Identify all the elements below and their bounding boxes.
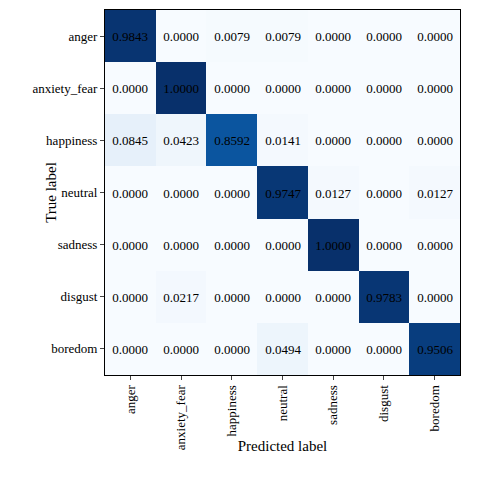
svg-text:0.0217: 0.0217 [163,290,199,305]
svg-text:0.0000: 0.0000 [112,342,148,357]
svg-text:0.0000: 0.0000 [366,342,402,357]
svg-text:0.9506: 0.9506 [417,342,453,357]
svg-text:0.0000: 0.0000 [417,133,453,148]
svg-text:0.0000: 0.0000 [163,29,199,44]
svg-text:0.0000: 0.0000 [366,81,402,96]
svg-text:True label: True label [43,162,59,223]
svg-text:0.0000: 0.0000 [315,290,351,305]
svg-text:0.0000: 0.0000 [214,290,250,305]
svg-text:0.0494: 0.0494 [265,342,301,357]
svg-text:boredom: boredom [427,385,442,431]
svg-text:anger: anger [123,385,138,415]
svg-text:0.0000: 0.0000 [112,81,148,96]
svg-text:boredom: boredom [51,341,97,356]
svg-text:0.0000: 0.0000 [417,81,453,96]
svg-text:Predicted label: Predicted label [238,438,328,454]
svg-text:0.0000: 0.0000 [315,342,351,357]
svg-text:0.0000: 0.0000 [214,81,250,96]
svg-text:0.0127: 0.0127 [315,186,351,201]
svg-text:0.0079: 0.0079 [214,29,250,44]
svg-text:1.0000: 1.0000 [315,238,351,253]
svg-text:0.0000: 0.0000 [163,342,199,357]
svg-text:0.0000: 0.0000 [112,290,148,305]
svg-text:0.9843: 0.9843 [112,29,148,44]
svg-text:0.0000: 0.0000 [366,238,402,253]
svg-text:neutral: neutral [61,185,97,200]
svg-text:anxiety_fear: anxiety_fear [32,81,98,96]
svg-text:happiness: happiness [46,133,97,148]
svg-text:0.0423: 0.0423 [163,133,199,148]
svg-text:anger: anger [69,29,99,44]
svg-text:0.0127: 0.0127 [417,186,453,201]
svg-text:0.0000: 0.0000 [417,238,453,253]
svg-text:0.8592: 0.8592 [214,133,250,148]
svg-text:0.0000: 0.0000 [112,238,148,253]
svg-text:0.0000: 0.0000 [366,186,402,201]
svg-text:0.0000: 0.0000 [315,81,351,96]
svg-text:0.0000: 0.0000 [214,186,250,201]
svg-text:1.0000: 1.0000 [163,81,199,96]
svg-text:0.0000: 0.0000 [214,342,250,357]
svg-text:0.9783: 0.9783 [366,290,402,305]
svg-text:0.0000: 0.0000 [315,29,351,44]
svg-text:0.0079: 0.0079 [265,29,301,44]
svg-text:0.9747: 0.9747 [265,186,301,201]
svg-text:0.0000: 0.0000 [214,238,250,253]
svg-text:0.0845: 0.0845 [112,133,148,148]
svg-text:0.0000: 0.0000 [163,238,199,253]
svg-text:0.0000: 0.0000 [265,81,301,96]
svg-text:sadness: sadness [58,237,98,252]
svg-text:0.0000: 0.0000 [417,29,453,44]
svg-text:0.0000: 0.0000 [417,290,453,305]
svg-text:0.0000: 0.0000 [366,133,402,148]
svg-text:0.0000: 0.0000 [315,133,351,148]
svg-text:disgust: disgust [61,289,98,304]
svg-text:0.0000: 0.0000 [163,186,199,201]
svg-text:0.0000: 0.0000 [366,29,402,44]
svg-text:sadness: sadness [325,385,340,425]
svg-text:neutral: neutral [275,385,290,421]
svg-text:0.0000: 0.0000 [112,186,148,201]
svg-text:happiness: happiness [224,385,239,436]
svg-text:0.0000: 0.0000 [265,238,301,253]
svg-text:anxiety_fear: anxiety_fear [173,385,188,451]
svg-text:disgust: disgust [376,385,391,422]
svg-text:0.0000: 0.0000 [265,290,301,305]
svg-text:0.0141: 0.0141 [265,133,301,148]
